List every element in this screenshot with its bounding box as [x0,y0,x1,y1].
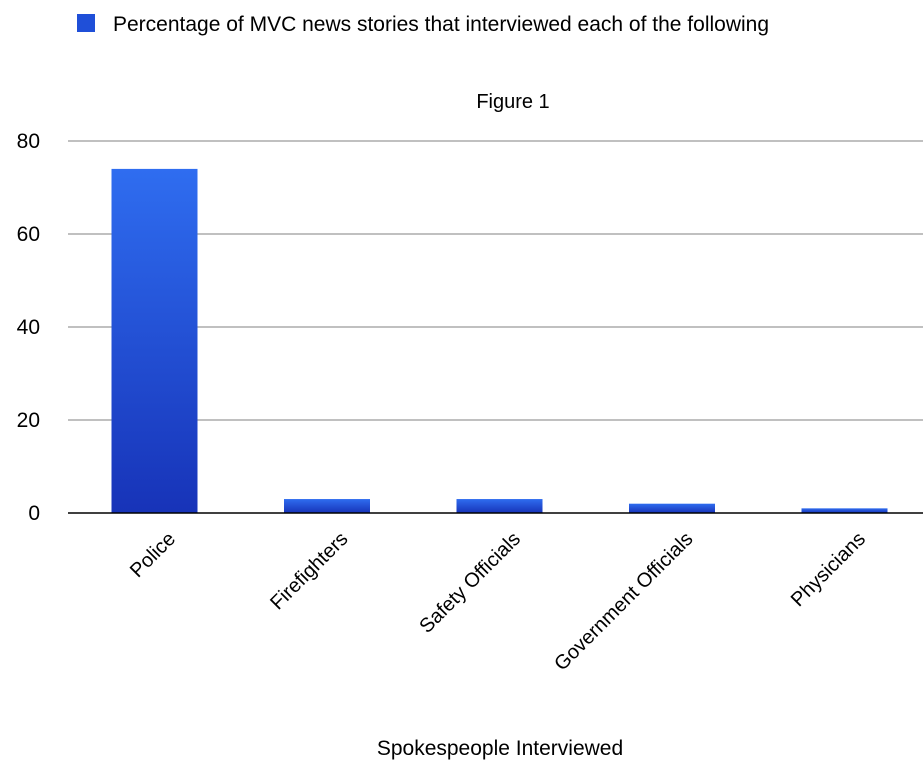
bar-physicians [801,508,888,513]
x-category-label: Firefighters [266,528,352,614]
x-category-label: Police [126,528,180,582]
bar-safety-officials [456,499,543,513]
x-axis-label: Spokespeople Interviewed [377,737,623,760]
legend: Percentage of MVC news stories that inte… [77,13,769,36]
y-axis-ticks: 0 20 40 60 80 [17,130,40,525]
y-tick-label: 20 [17,409,40,432]
bars [111,168,888,513]
x-category-label: Physicians [787,528,870,611]
x-category-label: Safety Officials [415,528,525,638]
bar-government-officials [629,503,715,513]
bar-firefighters [284,499,370,513]
y-tick-label: 0 [28,502,40,525]
bar-police [111,168,198,513]
legend-swatch [77,14,95,32]
y-tick-label: 60 [17,223,40,246]
legend-label: Percentage of MVC news stories that inte… [113,13,769,36]
x-axis-categories: Police Firefighters Safety Officials Govern… [126,528,870,675]
y-tick-label: 40 [17,316,40,339]
x-category-label: Government Officials [550,528,697,675]
chart-title: Figure 1 [476,91,549,113]
y-tick-label: 80 [17,130,40,153]
gridlines [68,140,923,421]
